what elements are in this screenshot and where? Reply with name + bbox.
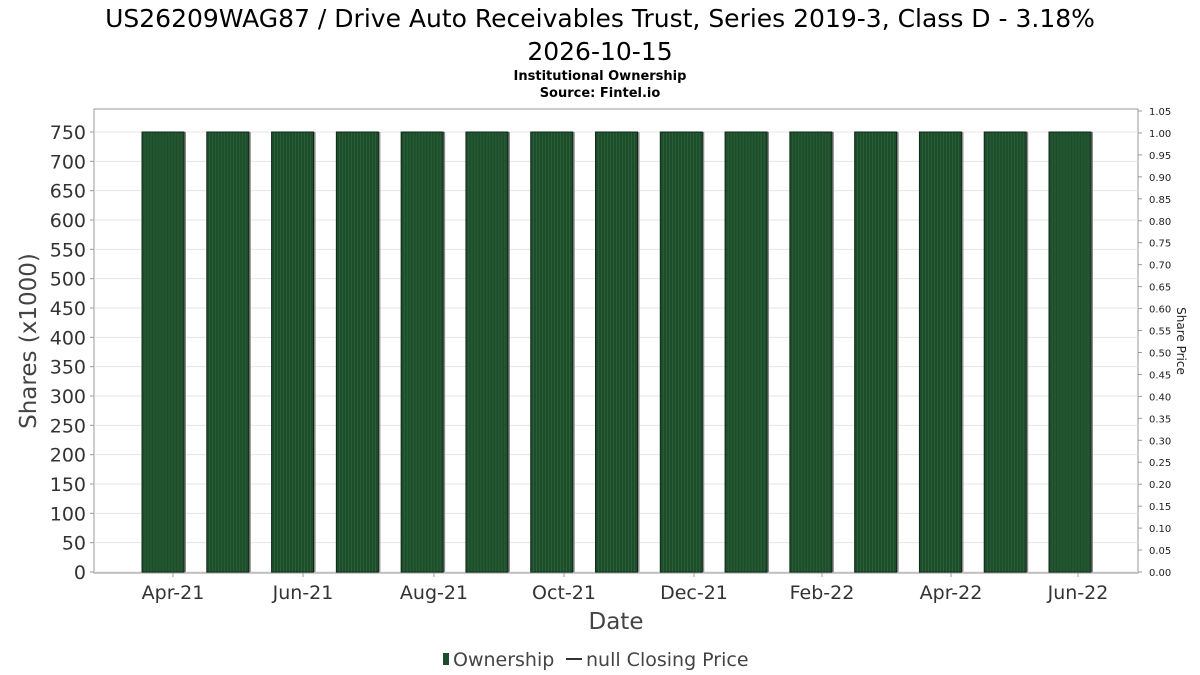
y-tick-label: 400 — [50, 327, 86, 349]
y2-tick-label: 0.85 — [1149, 195, 1171, 206]
y2-tick-label: 0.35 — [1149, 414, 1171, 425]
y2-axis-title: Share Price — [1174, 307, 1188, 375]
legend-ownership-swatch — [443, 653, 449, 665]
y2-tick-label: 0.75 — [1149, 239, 1171, 250]
y2-tick-label: 0.90 — [1149, 173, 1171, 184]
y2-tick-label: 0.05 — [1149, 546, 1171, 557]
chart-source: Source: Fintel.io — [540, 86, 661, 101]
x-tick-label: Aug-21 — [400, 582, 468, 604]
y2-tick-label: 0.50 — [1149, 348, 1171, 359]
y2-tick-label: 0.25 — [1149, 458, 1171, 469]
x-tick-label: Apr-22 — [920, 582, 983, 604]
y2-tick-label: 0.60 — [1149, 305, 1171, 316]
x-axis-ticks: Apr-21 Jun-21 Aug-21 Oct-21 Dec-21 Feb-22 Apr-… — [142, 573, 1109, 604]
y-tick-label: 650 — [50, 181, 86, 203]
y-axis-title: Shares (x1000) — [16, 253, 42, 429]
y2-tick-label: 0.95 — [1149, 151, 1171, 162]
ownership-bars — [141, 131, 1093, 573]
y2-tick-label: 0.45 — [1149, 370, 1171, 381]
y-tick-label: 700 — [50, 151, 86, 173]
x-tick-label: Oct-21 — [532, 582, 596, 604]
x-tick-label: Jun-22 — [1047, 582, 1109, 604]
y-tick-label: 200 — [50, 445, 86, 467]
chart-title-line-2: 2026-10-15 — [527, 37, 672, 66]
x-tick-label: Jun-21 — [272, 582, 334, 604]
y2-tick-label: 1.05 — [1149, 107, 1171, 118]
y2-tick-label: 0.15 — [1149, 502, 1171, 513]
y2-tick-label: 0.65 — [1149, 283, 1171, 294]
legend-ownership-label: Ownership — [453, 649, 554, 671]
x-tick-label: Feb-22 — [790, 582, 855, 604]
y-tick-label: 450 — [50, 298, 86, 320]
y2-tick-label: 1.00 — [1149, 129, 1171, 140]
y-tick-label: 600 — [50, 210, 86, 232]
y2-tick-label: 0.40 — [1149, 392, 1171, 403]
y-tick-label: 150 — [50, 474, 86, 496]
y2-tick-label: 0.20 — [1149, 480, 1171, 491]
chart-subtitle: Institutional Ownership — [514, 69, 687, 84]
left-axis-ticks: 0 50 100 150 200 250 300 350 400 450 500 550 600 650 7… — [50, 122, 94, 584]
y-tick-label: 100 — [50, 503, 86, 525]
y2-tick-label: 0.10 — [1149, 524, 1171, 535]
y-tick-label: 550 — [50, 239, 86, 261]
right-axis-ticks: 0.00 0.05 0.10 0.15 0.20 0.25 0.30 0.35 0.40 0.45… — [1138, 107, 1171, 579]
y-tick-label: 0 — [74, 562, 86, 584]
chart-title-line-1: US26209WAG87 / Drive Auto Receivables Tr… — [105, 4, 1095, 33]
x-tick-label: Dec-21 — [660, 582, 728, 604]
y2-tick-label: 0.55 — [1149, 327, 1171, 338]
y-tick-label: 50 — [62, 533, 86, 555]
y-tick-label: 500 — [50, 269, 86, 291]
y-tick-label: 250 — [50, 415, 86, 437]
legend: Ownership null Closing Price — [443, 649, 749, 671]
y2-tick-label: 0.70 — [1149, 261, 1171, 272]
y2-tick-label: 0.00 — [1149, 568, 1171, 579]
y2-tick-label: 0.80 — [1149, 217, 1171, 228]
y-tick-label: 300 — [50, 386, 86, 408]
y-tick-label: 750 — [50, 122, 86, 144]
x-tick-label: Apr-21 — [142, 582, 205, 604]
x-axis-title: Date — [589, 609, 644, 635]
y-tick-label: 350 — [50, 357, 86, 379]
legend-price-label: null Closing Price — [586, 649, 749, 671]
y2-tick-label: 0.30 — [1149, 436, 1171, 447]
